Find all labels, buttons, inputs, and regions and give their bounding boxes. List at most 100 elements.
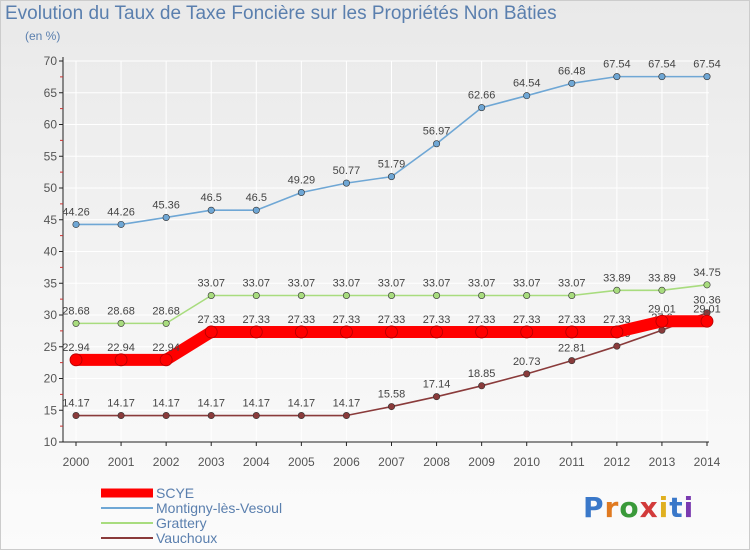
data-point [478,292,486,300]
data-point [117,412,125,420]
y-tick-label: 60 [44,118,58,132]
data-label: 27.33 [197,314,225,326]
data-label: 46.5 [201,192,222,204]
x-tick-label: 2014 [694,455,721,469]
data-label: 22.94 [152,342,180,354]
y-tick-label: 45 [44,213,58,227]
data-label: 44.26 [62,206,90,218]
data-point [207,412,215,420]
data-point [613,342,621,350]
data-label: 27.33 [288,314,316,326]
data-label: 18.85 [468,368,496,380]
data-label: 14.17 [288,398,316,410]
data-label: 28.68 [152,305,180,317]
data-label: 29.01 [648,303,676,315]
x-tick-label: 2013 [649,455,676,469]
data-label: 67.54 [693,59,721,71]
data-point [72,412,80,420]
data-label: 17.14 [423,379,451,391]
data-point [207,206,215,214]
data-label: 14.17 [152,398,180,410]
data-point [478,382,486,390]
data-label: 46.5 [246,192,267,204]
data-label: 67.54 [603,59,631,71]
data-point [162,412,170,420]
x-tick-label: 2002 [153,455,180,469]
x-tick-label: 2010 [513,455,540,469]
data-label: 14.17 [62,398,90,410]
data-point [294,325,308,339]
x-tick-label: 2005 [288,455,315,469]
data-label: 28.68 [62,305,90,317]
data-point [568,357,576,365]
data-point [342,292,350,300]
data-label: 56.97 [423,126,451,138]
data-point [252,206,260,214]
y-tick-label: 40 [44,245,58,259]
data-point [523,92,531,100]
proxiti-logo: Proxiti [583,491,695,524]
data-label: 51.79 [378,159,406,171]
data-point [568,292,576,300]
data-point [433,292,441,300]
x-tick-label: 2007 [378,455,405,469]
data-label: 30.36 [693,295,721,307]
data-label: 28.68 [107,305,135,317]
data-label: 62.66 [468,90,496,102]
data-label: 20.73 [513,356,541,368]
data-label: 22.81 [558,343,586,355]
data-point [568,79,576,87]
data-point [297,412,305,420]
data-point [342,412,350,420]
data-point [387,403,395,411]
data-point [252,292,260,300]
data-point [520,325,534,339]
data-point [523,292,531,300]
data-point [159,353,173,367]
x-tick-label: 2004 [243,455,270,469]
data-point [610,325,624,339]
x-tick-label: 2011 [559,455,585,469]
y-tick-label: 55 [44,149,58,163]
y-axis-unit: (en %) [25,29,61,43]
data-point [297,292,305,300]
data-label: 22.94 [62,342,90,354]
data-label: 33.07 [243,278,271,290]
data-point [475,325,489,339]
x-tick-label: 2001 [108,455,135,469]
data-point [72,319,80,327]
data-point [565,325,579,339]
data-label: 27.33 [603,314,631,326]
data-label: 49.29 [288,175,316,187]
data-label: 33.07 [468,278,496,290]
data-label: 27.33 [468,314,496,326]
data-point [703,73,711,81]
data-label: 33.07 [513,278,541,290]
legend-label: Montigny-lès-Vesoul [156,500,282,516]
data-point [433,140,441,148]
data-point [385,325,398,339]
y-tick-label: 70 [44,54,58,68]
data-point [478,104,486,112]
y-tick-label: 50 [44,181,58,195]
data-point [162,319,170,327]
data-label: 29.01 [693,303,721,315]
data-label: 67.54 [648,59,676,71]
data-point [613,286,621,294]
data-label: 33.07 [423,278,451,290]
data-label: 27.33 [513,314,541,326]
data-label: 64.54 [513,78,541,90]
y-tick-label: 20 [44,372,58,386]
chart-title: Evolution du Taux de Taxe Foncière sur l… [5,3,557,24]
data-label: 33.07 [288,278,316,290]
data-point [523,370,531,378]
data-label: 14.17 [107,398,135,410]
data-point [114,353,128,367]
data-point [433,393,441,401]
data-label: 33.89 [603,272,631,284]
data-point [297,189,305,197]
x-tick-label: 2008 [423,455,450,469]
data-point [204,325,218,339]
data-label: 66.48 [558,65,586,77]
